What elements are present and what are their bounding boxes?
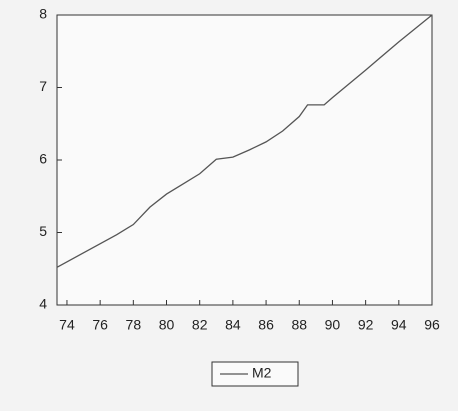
y-tick-label: 7	[39, 78, 47, 94]
plot-frame	[56, 14, 433, 306]
x-tick-label: 80	[159, 317, 175, 333]
x-tick-label: 84	[225, 317, 241, 333]
x-tick-label: 76	[92, 317, 108, 333]
x-tick-label: 92	[358, 317, 374, 333]
x-tick-label: 82	[192, 317, 208, 333]
y-tick-label: 5	[39, 223, 47, 239]
x-tick-label: 78	[126, 317, 142, 333]
y-tick-label: 6	[39, 151, 47, 167]
x-tick-label: 96	[424, 317, 440, 333]
series-line	[56, 14, 433, 268]
y-tick-label: 4	[39, 296, 47, 312]
legend-label: M2	[252, 365, 272, 381]
x-tick-label: 94	[391, 317, 407, 333]
x-tick-label: 86	[258, 317, 274, 333]
x-tick-label: 74	[59, 317, 75, 333]
x-tick-label: 88	[291, 317, 307, 333]
x-tick-label: 90	[325, 317, 341, 333]
y-tick-label: 8	[39, 6, 47, 22]
